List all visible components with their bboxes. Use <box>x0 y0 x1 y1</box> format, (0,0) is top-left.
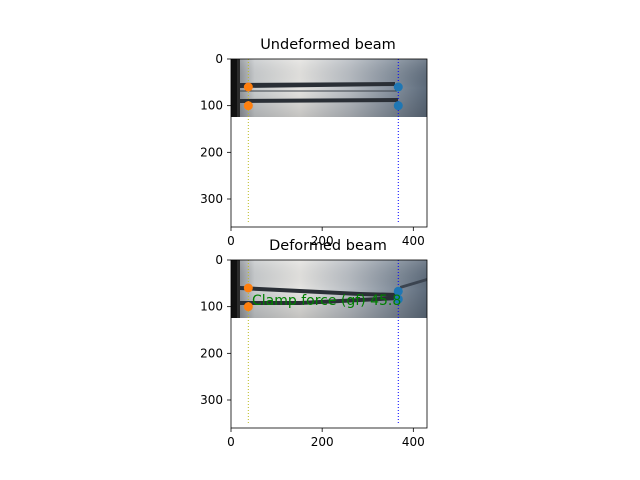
y-tick-label: 200 <box>200 346 223 360</box>
x-tick-label: 200 <box>311 435 334 449</box>
tracking-marker <box>243 283 253 293</box>
panel-title: Undeformed beam <box>260 37 396 53</box>
y-tick-label: 100 <box>200 99 223 113</box>
beam-photo <box>231 260 427 318</box>
y-tick-label: 300 <box>200 192 223 206</box>
deformed-beam-panel: Deformed beam 0 200 400 0 100 200 300 Clamp f… <box>200 238 428 449</box>
axes-frame <box>230 259 428 429</box>
x-tick-label: 0 <box>227 234 235 248</box>
y-tick-label: 100 <box>200 300 223 314</box>
axes-frame <box>230 58 428 228</box>
tracking-marker <box>393 294 403 304</box>
tracking-marker <box>243 302 253 312</box>
tracking-marker <box>393 286 403 296</box>
tracking-marker <box>243 82 253 92</box>
tracking-marker <box>393 82 403 92</box>
x-tick-label: 200 <box>311 234 334 248</box>
x-tick-label: 0 <box>227 435 235 449</box>
y-tick-label: 300 <box>200 393 223 407</box>
y-tick-label: 0 <box>215 253 223 267</box>
undeformed-beam-panel: Undeformed beam 0 200 400 0 100 200 300 <box>200 37 428 248</box>
tracking-marker <box>243 101 253 111</box>
x-tick-label: 400 <box>402 435 425 449</box>
y-tick-label: 200 <box>200 145 223 159</box>
x-tick-label: 400 <box>402 234 425 248</box>
panel-title: Deformed beam <box>269 238 387 254</box>
clamp-force-annotation: Clamp force (gf) 45.8 <box>252 293 401 309</box>
y-tick-label: 0 <box>215 52 223 66</box>
tracking-marker <box>393 101 403 111</box>
